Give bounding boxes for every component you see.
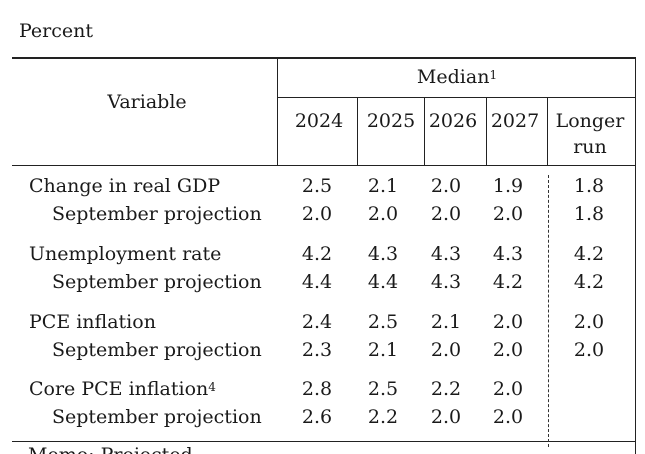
cut-off-row-label: Memo: Projected bbox=[28, 444, 193, 454]
table-cell: 2.0 bbox=[492, 339, 524, 361]
table-cell: 4.3 bbox=[367, 243, 399, 265]
variable-header: Variable bbox=[107, 91, 187, 113]
table-cell: 4.2 bbox=[573, 243, 605, 265]
row-label: September projection bbox=[52, 203, 262, 225]
row-footnote-marker: 4 bbox=[208, 380, 216, 394]
table-cell: 2.1 bbox=[367, 175, 399, 197]
header-divider-2027 bbox=[486, 97, 487, 166]
row-label: Unemployment rate bbox=[29, 243, 222, 265]
year-header-3: 2027 bbox=[490, 110, 540, 132]
header-divider-right bbox=[635, 58, 636, 454]
table-cell: 2.1 bbox=[367, 339, 399, 361]
table-cell: 2.0 bbox=[430, 339, 462, 361]
longer-run-dashed-separator bbox=[548, 175, 549, 447]
table-cell: 4.2 bbox=[492, 271, 524, 293]
table-cell: 4.4 bbox=[301, 271, 333, 293]
year-header-1: 2025 bbox=[366, 110, 416, 132]
table-cell: 4.3 bbox=[430, 243, 462, 265]
table-cell: 2.2 bbox=[367, 406, 399, 428]
table-cell: 2.5 bbox=[301, 175, 333, 197]
row-label: September projection bbox=[52, 339, 262, 361]
table-cell: 2.0 bbox=[301, 203, 333, 225]
table-cell: 2.0 bbox=[573, 311, 605, 333]
header-divider-variable bbox=[277, 58, 278, 166]
table-cell: 2.0 bbox=[492, 311, 524, 333]
table-cell: 2.0 bbox=[430, 406, 462, 428]
cut-off-row: Memo: Projected bbox=[28, 444, 193, 454]
year-header-2: 2026 bbox=[428, 110, 478, 132]
table-bottom-rule bbox=[12, 441, 636, 442]
table-cell: 2.0 bbox=[492, 203, 524, 225]
table-cell: 1.9 bbox=[492, 175, 524, 197]
longer-run-header-line1: Longer bbox=[555, 110, 625, 132]
table-cell: 2.0 bbox=[430, 203, 462, 225]
header-divider-longer-run bbox=[547, 97, 548, 166]
table-cell: 2.5 bbox=[367, 311, 399, 333]
table-cell: 2.8 bbox=[301, 378, 333, 400]
header-bottom-rule bbox=[12, 165, 636, 166]
table-cell: 2.4 bbox=[301, 311, 333, 333]
table-cell: 2.0 bbox=[573, 339, 605, 361]
year-header-0: 2024 bbox=[294, 110, 344, 132]
table-cell: 1.8 bbox=[573, 203, 605, 225]
table-cell: 2.0 bbox=[430, 175, 462, 197]
table-top-rule bbox=[12, 57, 636, 59]
table-cell: 4.4 bbox=[367, 271, 399, 293]
row-label: September projection bbox=[52, 271, 262, 293]
row-label: Change in real GDP bbox=[29, 175, 221, 197]
table-cell: 2.0 bbox=[492, 406, 524, 428]
median-header: Median1 bbox=[416, 66, 498, 88]
table-cell: 4.3 bbox=[492, 243, 524, 265]
table-cell: 1.8 bbox=[573, 175, 605, 197]
table-cell: 2.6 bbox=[301, 406, 333, 428]
median-footnote-marker: 1 bbox=[489, 68, 498, 82]
longer-run-header-line2: run bbox=[573, 136, 607, 158]
median-underline bbox=[278, 97, 636, 98]
row-label: PCE inflation bbox=[29, 311, 156, 333]
unit-label: Percent bbox=[19, 20, 94, 42]
table-cell: 4.3 bbox=[430, 271, 462, 293]
header-divider-2026 bbox=[424, 97, 425, 166]
table-cell: 2.1 bbox=[430, 311, 462, 333]
header-divider-2025 bbox=[357, 97, 358, 166]
row-label: Core PCE inflation4 bbox=[29, 378, 216, 400]
table-cell: 2.0 bbox=[367, 203, 399, 225]
table-cell: 2.5 bbox=[367, 378, 399, 400]
table-cell: 4.2 bbox=[573, 271, 605, 293]
table-cell: 4.2 bbox=[301, 243, 333, 265]
table-cell: 2.3 bbox=[301, 339, 333, 361]
table-cell: 2.0 bbox=[492, 378, 524, 400]
table-cell: 2.2 bbox=[430, 378, 462, 400]
row-label: September projection bbox=[52, 406, 262, 428]
